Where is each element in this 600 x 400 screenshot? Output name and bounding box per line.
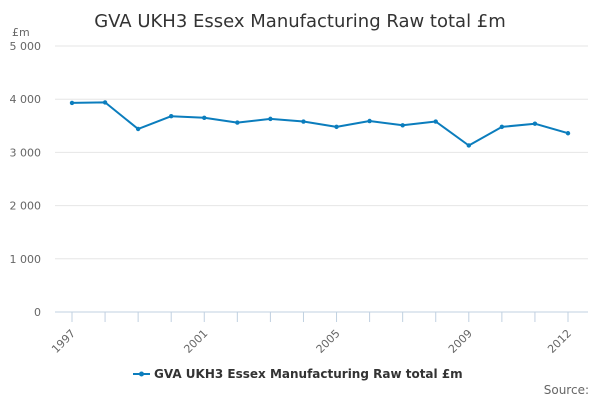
x-axis: 1997 2001 2005 2009 2012 [49,311,588,356]
y-axis-unit-label: £m [12,26,30,39]
y-tick-label: 1 000 [10,253,42,266]
data-point [268,116,273,122]
x-tick-label: 1997 [49,327,78,356]
gridlines [55,45,588,260]
data-point [499,124,505,130]
x-tick-label: 2012 [545,327,574,356]
source-label: Source: [544,383,589,397]
data-point [466,143,471,148]
chart-title: GVA UKH3 Essex Manufacturing Raw total £… [94,11,506,32]
y-tick-label: 2 000 [10,200,42,213]
data-point [334,124,339,130]
data-point [235,120,240,125]
data-point [169,114,174,119]
data-point [135,126,141,132]
data-point [102,100,108,105]
series-layer [69,100,571,148]
data-point [301,119,306,124]
y-tick-label: 5 000 [10,40,42,53]
y-tick-label: 3 000 [10,146,42,159]
data-point [69,100,75,106]
data-point [433,119,438,124]
data-point [565,131,571,136]
legend[interactable]: GVA UKH3 Essex Manufacturing Raw total £… [133,367,463,381]
legend-item-label: GVA UKH3 Essex Manufacturing Raw total £… [154,367,463,381]
legend-swatch-marker [139,371,144,377]
y-axis-tick-labels: 0 1 000 2 000 3 000 4 000 5 000 [10,40,42,319]
y-tick-label: 4 000 [10,93,42,106]
data-point [202,115,207,121]
x-tick-label: 2001 [181,327,210,356]
data-point [367,118,372,124]
data-point [400,123,405,128]
series-line [71,101,569,147]
x-tick-label: 2009 [446,327,475,356]
x-tick-label: 2005 [314,327,343,356]
y-tick-label: 0 [34,306,41,319]
data-point [532,121,538,126]
